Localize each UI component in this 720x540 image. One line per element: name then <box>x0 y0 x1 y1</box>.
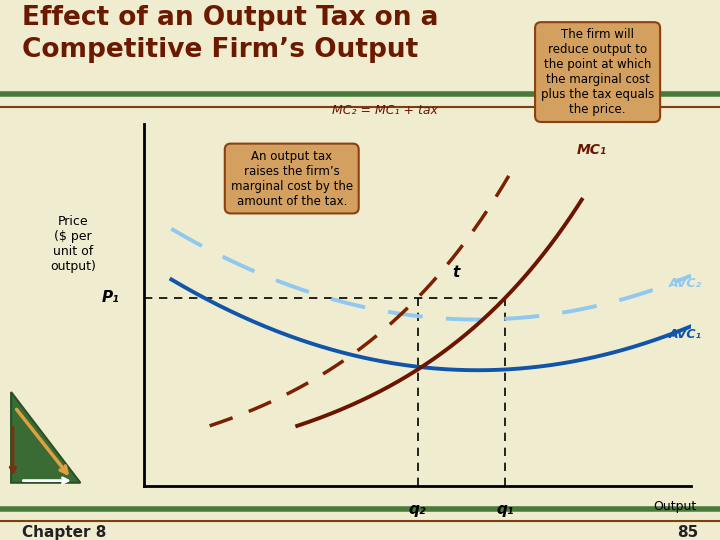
Text: AVC₁: AVC₁ <box>670 328 702 341</box>
Text: AVC₂: AVC₂ <box>670 277 702 290</box>
Text: P₁: P₁ <box>102 291 120 305</box>
Text: Effect of an Output Tax on a
Competitive Firm’s Output: Effect of an Output Tax on a Competitive… <box>22 5 438 63</box>
Polygon shape <box>11 392 81 483</box>
Text: MC₂ = MC₁ + tax: MC₂ = MC₁ + tax <box>332 104 438 117</box>
Text: Price
($ per
unit of
output): Price ($ per unit of output) <box>50 214 96 273</box>
Text: Output: Output <box>654 501 697 514</box>
Text: An output tax
raises the firm’s
marginal cost by the
amount of the tax.: An output tax raises the firm’s marginal… <box>230 150 353 207</box>
Text: Chapter 8: Chapter 8 <box>22 525 106 540</box>
Text: MC₁: MC₁ <box>576 143 606 157</box>
Text: 85: 85 <box>677 525 698 540</box>
Text: q₂: q₂ <box>409 502 426 517</box>
Text: q₁: q₁ <box>496 502 514 517</box>
Text: The firm will
reduce output to
the point at which
the marginal cost
plus the tax: The firm will reduce output to the point… <box>541 28 654 116</box>
Text: t: t <box>452 265 459 280</box>
